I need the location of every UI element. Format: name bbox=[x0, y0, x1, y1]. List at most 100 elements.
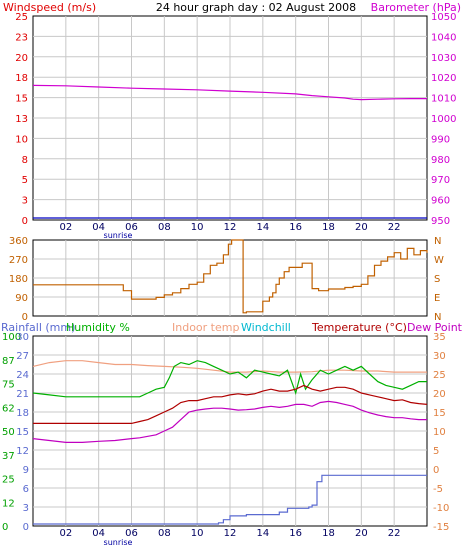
x-tick-label-bot: 18 bbox=[322, 528, 335, 539]
windspeed-tick-label: 8 bbox=[22, 155, 28, 166]
humidity-tick-label: 12 bbox=[2, 498, 15, 509]
x-tick-label-top: 10 bbox=[191, 222, 204, 233]
humidity-tick-label: 50 bbox=[2, 427, 15, 438]
barometer-tick-label: 1010 bbox=[431, 94, 456, 105]
winddir-line bbox=[33, 239, 428, 314]
barometer-tick-label: 1000 bbox=[431, 114, 456, 125]
temperature-tick-label: 15 bbox=[433, 408, 446, 419]
x-tick-label-top: 08 bbox=[158, 222, 171, 233]
barometer-line bbox=[32, 84, 427, 101]
barometer-tick-label: 970 bbox=[431, 175, 450, 186]
x-tick-label-bot: 16 bbox=[289, 528, 302, 539]
compass-tick-label: N bbox=[434, 236, 441, 247]
indoor-temp-line bbox=[32, 360, 427, 373]
rainfall-tick-label: 12 bbox=[16, 446, 29, 457]
windspeed-tick-label: 23 bbox=[15, 32, 28, 43]
windspeed-tick-label: 5 bbox=[22, 175, 28, 186]
barometer-tick-label: 980 bbox=[431, 155, 450, 166]
grid-lines bbox=[33, 16, 427, 526]
x-tick-label-bot: 08 bbox=[158, 528, 171, 539]
rainfall-tick-label: 3 bbox=[23, 503, 29, 514]
windspeed-tick-label: 15 bbox=[15, 94, 28, 105]
chart-title: 24 hour graph day : 02 August 2008 bbox=[156, 1, 356, 14]
temperature-tick-label: 5 bbox=[433, 446, 439, 457]
legend-rainfall: Rainfall (mm) bbox=[1, 321, 75, 334]
compass-tick-label: N bbox=[434, 312, 441, 323]
windspeed-tick-label: 20 bbox=[15, 53, 28, 64]
temperature-tick-label: 25 bbox=[433, 370, 446, 381]
winddir-tick-label: 180 bbox=[9, 274, 28, 285]
humidity-tick-label: 37 bbox=[2, 451, 15, 462]
x-tick-label-top: 16 bbox=[289, 222, 302, 233]
x-tick-label-top: 22 bbox=[388, 222, 401, 233]
winddir-tick-label: 360 bbox=[9, 236, 28, 247]
humidity-tick-label: 87 bbox=[2, 356, 15, 367]
x-tick-label-bot: 12 bbox=[224, 528, 237, 539]
compass-tick-label: W bbox=[434, 255, 444, 266]
sunrise-label-top: sunrise bbox=[104, 231, 133, 240]
windspeed-tick-label: 25 bbox=[15, 12, 28, 23]
temperature-tick-label: 35 bbox=[433, 332, 446, 343]
humidity-line bbox=[32, 360, 427, 398]
legend-indoor: Indoor temp bbox=[172, 321, 239, 334]
x-tick-label-bot: 22 bbox=[388, 528, 401, 539]
rainfall-tick-label: 6 bbox=[23, 484, 29, 495]
x-tick-label-bot: 06 bbox=[125, 528, 138, 539]
legend-temperature: Temperature (°C) bbox=[311, 321, 407, 334]
windspeed-axis-title: Windspeed (m/s) bbox=[3, 1, 96, 14]
windspeed-tick-label: 18 bbox=[15, 73, 28, 84]
rainfall-tick-label: 18 bbox=[16, 408, 29, 419]
humidity-tick-label: 100 bbox=[2, 332, 21, 343]
x-tick-label-top: 04 bbox=[92, 222, 105, 233]
sunrise-label-bottom: sunrise bbox=[104, 538, 133, 547]
rainfall-tick-label: 9 bbox=[23, 465, 29, 476]
temperature-tick-label: -5 bbox=[433, 484, 443, 495]
rainfall-tick-label: 0 bbox=[23, 522, 29, 533]
x-tick-label-top: 20 bbox=[355, 222, 368, 233]
temperature-tick-label: 10 bbox=[433, 427, 446, 438]
x-tick-label-top: 14 bbox=[256, 222, 269, 233]
temperature-tick-label: 30 bbox=[433, 351, 446, 362]
rainfall-tick-label: 27 bbox=[16, 351, 29, 362]
rainfall-tick-label: 21 bbox=[16, 389, 29, 400]
barometer-axis-title: Barometer (hPa) bbox=[371, 1, 461, 14]
compass-tick-label: E bbox=[434, 293, 440, 304]
x-tick-label-top: 12 bbox=[224, 222, 237, 233]
windspeed-tick-label: 13 bbox=[15, 114, 28, 125]
compass-tick-label: S bbox=[434, 274, 440, 285]
humidity-tick-label: 0 bbox=[2, 522, 8, 533]
winddir-tick-label: 270 bbox=[9, 255, 28, 266]
windspeed-tick-label: 3 bbox=[22, 196, 28, 207]
barometer-tick-label: 1030 bbox=[431, 53, 456, 64]
data-series bbox=[32, 84, 428, 525]
temperature-line bbox=[33, 384, 428, 424]
barometer-tick-label: 990 bbox=[431, 134, 450, 145]
windspeed-tick-label: 10 bbox=[15, 134, 28, 145]
rainfall-line bbox=[33, 474, 427, 525]
winddir-tick-label: 90 bbox=[15, 293, 28, 304]
barometer-tick-label: 960 bbox=[431, 196, 450, 207]
x-tick-label-bot: 04 bbox=[92, 528, 105, 539]
humidity-tick-label: 25 bbox=[2, 475, 15, 486]
barometer-tick-label: 1050 bbox=[431, 12, 456, 23]
barometer-tick-label: 1020 bbox=[431, 73, 456, 84]
x-tick-label-top: 06 bbox=[125, 222, 138, 233]
legend-windchill: Windchill bbox=[241, 321, 291, 334]
windspeed-tick-label: 0 bbox=[22, 216, 28, 227]
barometer-tick-label: 1040 bbox=[431, 32, 456, 43]
temperature-tick-label: 0 bbox=[433, 465, 439, 476]
dewpoint-line bbox=[32, 400, 427, 443]
legend-dewpoint: Dew Point bbox=[407, 321, 463, 334]
barometer-tick-label: 950 bbox=[431, 216, 450, 227]
temperature-tick-label: -10 bbox=[433, 503, 449, 514]
rainfall-tick-label: 24 bbox=[16, 370, 29, 381]
rainfall-tick-label: 15 bbox=[16, 427, 29, 438]
x-tick-label-bot: 10 bbox=[191, 528, 204, 539]
temperature-tick-label: -15 bbox=[433, 522, 449, 533]
rainfall-tick-label: 30 bbox=[16, 332, 29, 343]
humidity-tick-label: 75 bbox=[2, 380, 15, 391]
winddir-tick-label: 0 bbox=[22, 312, 28, 323]
axis-labels: 2523201815131085301050104010301020101010… bbox=[2, 12, 456, 539]
